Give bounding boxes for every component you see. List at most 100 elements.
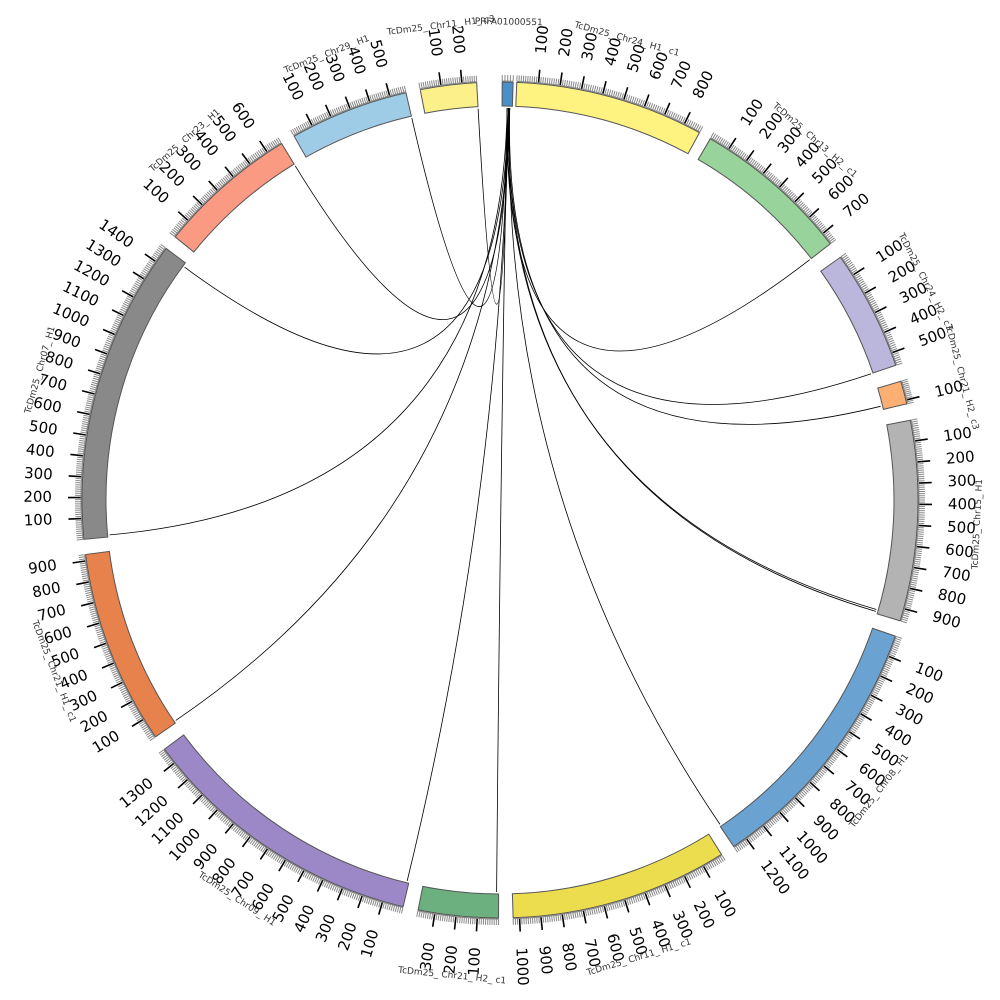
- tick-baseline: [734, 636, 897, 848]
- minor-tick: [886, 661, 893, 666]
- minor-tick: [119, 687, 126, 692]
- minor-tick: [693, 123, 698, 129]
- minor-tick: [143, 728, 150, 733]
- minor-tick: [803, 787, 809, 793]
- minor-tick: [145, 731, 152, 736]
- minor-tick: [777, 181, 782, 187]
- minor-tick: [793, 798, 799, 804]
- minor-tick: [363, 896, 367, 903]
- chromosome-name: TcDm25_ Chr15_ H1: [971, 479, 986, 571]
- minor-tick: [712, 860, 717, 867]
- minor-tick: [327, 883, 332, 889]
- minor-tick: [117, 314, 124, 318]
- minor-tick: [916, 543, 923, 546]
- minor-tick: [744, 154, 749, 161]
- major-tick: [68, 517, 82, 520]
- major-tick: [224, 166, 234, 178]
- minor-tick: [614, 91, 618, 98]
- minor-tick: [744, 839, 749, 846]
- ideogram-band: [719, 627, 896, 848]
- minor-tick: [855, 274, 861, 279]
- minor-tick: [916, 548, 923, 550]
- minor-tick: [901, 618, 908, 622]
- minor-tick: [913, 431, 920, 434]
- minor-tick: [890, 651, 897, 656]
- minor-tick: [431, 80, 434, 87]
- minor-tick: [312, 118, 317, 124]
- minor-tick: [236, 828, 241, 834]
- minor-tick: [277, 137, 282, 144]
- minor-tick: [401, 907, 404, 914]
- minor-tick: [91, 614, 98, 618]
- minor-tick: [83, 583, 90, 586]
- minor-tick: [627, 95, 631, 102]
- minor-tick: [915, 448, 922, 450]
- minor-tick: [225, 174, 231, 180]
- minor-tick: [241, 832, 246, 838]
- minor-tick: [159, 245, 165, 250]
- minor-tick: [905, 604, 912, 607]
- minor-tick: [80, 566, 87, 569]
- minor-tick: [618, 901, 621, 908]
- minor-tick: [742, 841, 747, 847]
- minor-tick: [888, 341, 895, 345]
- minor-tick: [217, 181, 223, 187]
- major-tick: [336, 887, 344, 901]
- minor-tick: [680, 116, 684, 123]
- minor-tick: [109, 664, 116, 668]
- minor-tick: [208, 804, 214, 810]
- minor-tick: [769, 174, 774, 180]
- minor-tick: [249, 156, 254, 162]
- minor-tick: [217, 813, 223, 819]
- minor-tick: [880, 673, 887, 677]
- minor-tick: [376, 900, 379, 907]
- minor-tick: [232, 825, 238, 832]
- minor-tick: [463, 917, 465, 924]
- minor-tick: [426, 81, 429, 88]
- minor-tick: [242, 161, 247, 167]
- minor-tick: [634, 896, 638, 903]
- minor-tick: [886, 659, 893, 664]
- minor-tick: [750, 159, 756, 166]
- minor-tick: [790, 801, 796, 807]
- minor-tick: [199, 199, 205, 204]
- minor-tick: [107, 335, 114, 339]
- minor-tick: [546, 916, 549, 923]
- minor-tick: [377, 92, 381, 99]
- minor-tick: [77, 452, 84, 455]
- minor-tick: [574, 81, 577, 88]
- minor-tick: [912, 426, 919, 429]
- minor-tick: [385, 90, 389, 97]
- minor-tick: [123, 301, 130, 305]
- minor-tick: [458, 76, 461, 83]
- minor-tick: [333, 108, 338, 115]
- minor-tick: [904, 390, 911, 393]
- minor-tick: [79, 437, 86, 440]
- major-tick: [144, 253, 157, 263]
- minor-tick: [542, 77, 544, 84]
- tick-label: 800: [936, 585, 968, 609]
- minor-tick: [267, 850, 272, 857]
- minor-tick: [772, 817, 778, 823]
- minor-tick: [180, 775, 186, 781]
- minor-tick: [907, 399, 914, 403]
- tick-label: 100: [532, 25, 553, 55]
- major-tick: [794, 192, 805, 203]
- major-tick: [879, 675, 893, 683]
- minor-tick: [625, 94, 629, 101]
- minor-tick: [687, 874, 692, 880]
- minor-tick: [617, 91, 620, 98]
- minor-tick: [115, 318, 122, 322]
- minor-tick: [810, 214, 816, 220]
- minor-tick: [353, 100, 357, 107]
- minor-tick: [111, 325, 118, 330]
- minor-tick: [87, 600, 94, 603]
- minor-tick: [80, 431, 87, 434]
- minor-tick: [108, 333, 115, 337]
- minor-tick: [785, 805, 791, 812]
- minor-tick: [568, 913, 571, 920]
- minor-tick: [222, 177, 228, 183]
- tick-label: 900: [535, 945, 556, 975]
- minor-tick: [227, 821, 233, 827]
